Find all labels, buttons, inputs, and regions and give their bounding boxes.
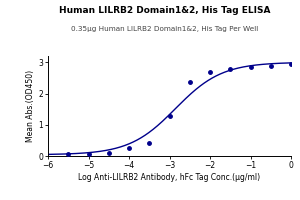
Text: 0.35μg Human LILRB2 Domain1&2, His Tag Per Well: 0.35μg Human LILRB2 Domain1&2, His Tag P… (71, 26, 259, 32)
X-axis label: Log Anti-LILRB2 Antibody, hFc Tag Conc.(μg/ml): Log Anti-LILRB2 Antibody, hFc Tag Conc.(… (78, 173, 261, 182)
Text: Human LILRB2 Domain1&2, His Tag ELISA: Human LILRB2 Domain1&2, His Tag ELISA (59, 6, 271, 15)
Y-axis label: Mean Abs.(OD450): Mean Abs.(OD450) (26, 70, 35, 142)
